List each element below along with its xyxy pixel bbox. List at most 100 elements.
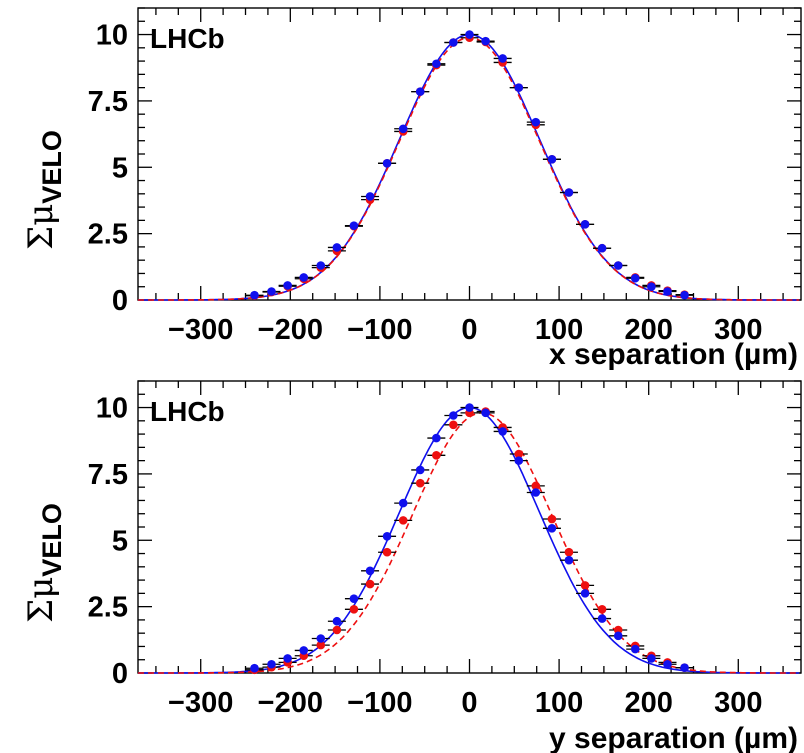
data-point-series-1	[316, 640, 326, 650]
y-tick-label: 2.5	[88, 219, 128, 251]
data-point-series-0	[663, 287, 672, 296]
x-tick-label: 200	[624, 687, 672, 719]
data-point-series-0	[531, 117, 541, 127]
y-panel-experiment-label: LHCb	[150, 396, 225, 427]
svg-text:ΣμVELO: ΣμVELO	[21, 503, 67, 623]
data-point-series-0	[365, 192, 375, 201]
x-tick-label: 100	[535, 687, 583, 719]
fit-curve-series-1	[138, 37, 800, 301]
data-point-series-0	[564, 555, 574, 565]
data-point-series-0	[299, 646, 309, 655]
data-point-series-0	[382, 531, 392, 541]
x-tick-label: −200	[258, 687, 323, 719]
x-panel-experiment-label: LHCb	[150, 23, 225, 54]
x-tick-label: 300	[714, 687, 762, 719]
data-point-series-0	[316, 261, 326, 270]
data-point-series-0	[398, 124, 408, 134]
data-point-series-0	[316, 634, 326, 643]
y-panel-y-axis-title: ΣμVELO	[21, 503, 67, 623]
y-panel-marks: −300 −200 −100 0 100 200 300 0 2.5 5 7.5 10	[88, 380, 802, 719]
data-point-series-0	[250, 290, 259, 300]
data-point-series-0	[547, 524, 557, 533]
x-panel-y-axis-title: ΣμVELO	[21, 130, 67, 250]
data-point-series-0	[283, 281, 292, 290]
x-tick-label: 0	[461, 687, 477, 719]
fit-curve-series-0	[138, 406, 800, 674]
data-point-series-0	[332, 243, 342, 252]
data-point-series-1	[449, 420, 458, 430]
data-point-series-0	[498, 427, 507, 436]
y-tick-label: 5	[112, 525, 128, 557]
data-point-series-0	[415, 465, 425, 475]
y-tick-label: 0	[112, 658, 128, 690]
data-point-series-0	[267, 287, 276, 296]
y-tick-label: 7.5	[88, 459, 128, 491]
data-point-series-0	[365, 566, 375, 576]
data-point-series-1	[349, 604, 359, 614]
data-point-series-0	[630, 273, 640, 283]
data-point-series-1	[531, 481, 541, 491]
data-point-series-1	[580, 581, 590, 590]
data-point-series-0	[564, 188, 574, 197]
x-tick-label: −300	[168, 314, 233, 346]
x-tick-label: 300	[714, 314, 762, 346]
data-point-series-0	[531, 488, 541, 497]
x-tick-label: 100	[535, 314, 583, 346]
data-point-series-0	[597, 243, 607, 253]
data-point-series-1	[597, 604, 607, 614]
data-point-series-0	[580, 589, 590, 598]
y-tick-label: 5	[112, 152, 128, 184]
data-point-series-0	[613, 631, 623, 641]
data-point-series-0	[465, 30, 474, 39]
fit-curve-series-1	[138, 412, 800, 674]
data-point-series-0	[432, 433, 441, 443]
x-tick-label: 200	[624, 314, 672, 346]
data-point-series-0	[580, 220, 590, 229]
data-point-series-0	[597, 614, 607, 623]
x-panel-x-axis-title: x separation (µm)	[549, 338, 798, 371]
plot-frame	[137, 380, 802, 674]
data-point-series-1	[564, 547, 574, 557]
data-point-series-1	[365, 579, 375, 589]
data-point-series-0	[332, 616, 342, 626]
data-point-series-0	[449, 411, 458, 420]
data-point-series-0	[663, 659, 672, 669]
data-point-series-1	[432, 451, 441, 460]
data-point-series-1	[398, 516, 408, 525]
data-point-series-0	[449, 38, 458, 47]
data-point-series-1	[332, 625, 342, 635]
x-tick-label: −200	[258, 314, 323, 346]
data-point-series-1	[547, 514, 557, 524]
data-point-series-0	[481, 36, 490, 46]
x-tick-label: −100	[347, 314, 412, 346]
y-tick-label: 2.5	[88, 592, 128, 624]
data-point-series-0	[283, 654, 292, 663]
data-point-series-0	[250, 663, 259, 673]
y-separation-panel: −300 −200 −100 0 100 200 300 0 2.5 5 7.5 10 LHCb y …	[21, 380, 802, 753]
data-point-series-0	[514, 83, 524, 92]
data-point-series-0	[415, 87, 425, 96]
y-tick-label: 10	[96, 20, 128, 52]
y-panel-ylabel-symbol: Σμ	[21, 577, 61, 623]
x-tick-label: −100	[347, 687, 412, 719]
data-point-series-0	[349, 594, 359, 603]
x-tick-label: −300	[168, 687, 233, 719]
data-point-series-0	[547, 155, 557, 164]
x-separation-panel: −300 −200 −100 0 100 200 300 0 2.5 5 7.5 10 LHCb x …	[21, 7, 802, 371]
data-point-series-0	[498, 54, 507, 63]
data-point-series-0	[349, 221, 359, 230]
data-point-series-0	[647, 282, 656, 292]
y-panel-x-axis-title: y separation (µm)	[549, 722, 798, 753]
x-tick-label: 0	[461, 314, 477, 346]
data-point-series-0	[398, 498, 408, 508]
fit-curve-series-0	[138, 33, 800, 301]
data-point-series-1	[415, 478, 425, 488]
y-tick-label: 10	[96, 393, 128, 425]
y-tick-label: 0	[112, 285, 128, 317]
data-point-series-0	[481, 408, 490, 418]
y-tick-label: 7.5	[88, 86, 128, 118]
data-point-series-0	[465, 403, 474, 412]
data-point-series-0	[267, 659, 276, 669]
data-point-series-0	[299, 273, 309, 282]
data-point-series-0	[680, 663, 689, 672]
